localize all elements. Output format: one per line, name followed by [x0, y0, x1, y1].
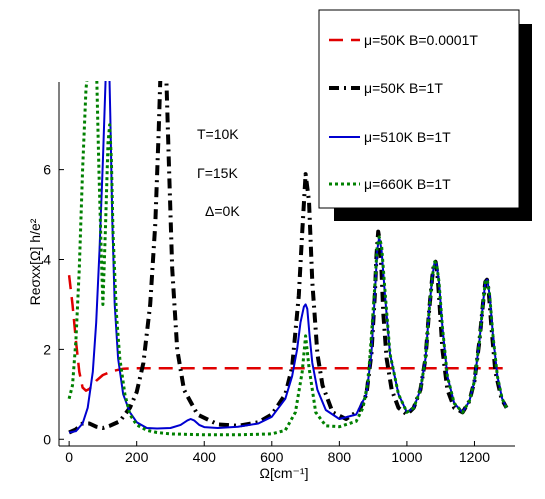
legend-label-1: μ=50K B=0.0001T	[364, 32, 478, 48]
x-tick-label: 1200	[459, 449, 490, 465]
y-tick-label: 6	[43, 162, 51, 178]
legend: μ=50K B=0.0001T μ=50K B=1T μ=510K B=1T μ=66…	[318, 9, 532, 221]
annotation-temperature: T=10K	[197, 126, 239, 142]
legend-label-2: μ=50K B=1T	[364, 80, 443, 96]
x-tick-label: 0	[65, 449, 73, 465]
legend-box	[318, 9, 520, 209]
annotation-gamma: Γ=15K	[197, 165, 238, 181]
series-line-1	[67, 275, 505, 392]
x-tick-label: 600	[260, 449, 284, 465]
series-layer	[67, 81, 509, 437]
y-tick-label: 2	[43, 341, 51, 357]
y-tick-label: 4	[43, 252, 51, 268]
legend-label-3: μ=510K B=1T	[364, 129, 451, 145]
y-axis-label: Reσxx[Ω] h/e²	[27, 218, 43, 305]
legend-label-4: μ=660K B=1T	[364, 176, 451, 192]
series-line-4	[67, 81, 508, 437]
y-ticks: 0 2 4 6	[43, 162, 64, 447]
legend-entries: μ=50K B=0.0001T μ=50K B=1T μ=510K B=1T μ=66…	[329, 32, 478, 192]
x-tick-label: 800	[328, 449, 352, 465]
x-tick-label: 200	[125, 449, 149, 465]
annotation-delta: Δ=0K	[205, 203, 240, 219]
axes-frame	[58, 82, 515, 447]
x-axis-label: Ω[cm⁻¹]	[260, 465, 309, 481]
x-tick-label: 400	[193, 449, 217, 465]
x-ticks: 0 200 400 600 800 1000 1200	[65, 441, 490, 465]
x-tick-label: 1000	[391, 449, 422, 465]
y-tick-label: 0	[43, 431, 51, 447]
series-line-3	[68, 81, 508, 434]
